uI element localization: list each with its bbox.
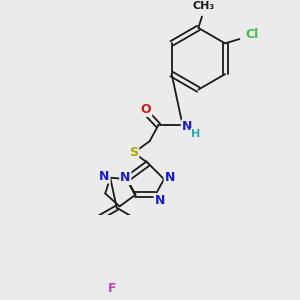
Text: S: S [129, 146, 138, 159]
Text: N: N [120, 171, 130, 184]
Text: N: N [164, 171, 175, 184]
Text: Cl: Cl [246, 28, 259, 41]
Text: F: F [108, 281, 117, 295]
Text: CH₃: CH₃ [193, 2, 215, 11]
Text: N: N [154, 194, 165, 207]
Text: N: N [99, 170, 110, 183]
Text: O: O [141, 103, 152, 116]
Text: N: N [182, 120, 192, 133]
Text: H: H [191, 129, 200, 139]
